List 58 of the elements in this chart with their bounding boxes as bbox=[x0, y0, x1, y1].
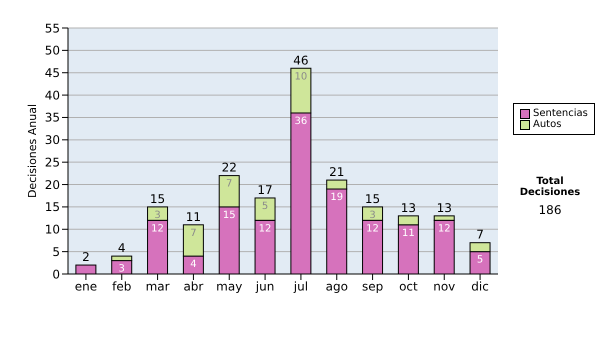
total-label: 15 bbox=[150, 192, 166, 206]
data-label: 7 bbox=[190, 228, 197, 239]
x-tick-label: ago bbox=[326, 280, 348, 294]
data-label: 3 bbox=[154, 210, 161, 221]
y-tick-label: 5 bbox=[52, 244, 60, 259]
x-tick-label: mar bbox=[146, 280, 170, 294]
legend-label: Autos bbox=[533, 119, 562, 130]
data-label: 3 bbox=[369, 210, 376, 221]
x-tick-label: jul bbox=[292, 280, 308, 294]
total-label: 2 bbox=[82, 250, 90, 264]
y-tick-label: 25 bbox=[44, 155, 60, 170]
y-tick-label: 50 bbox=[44, 44, 60, 58]
total-label: 7 bbox=[476, 228, 484, 242]
text: 186 bbox=[538, 203, 562, 217]
total-label: 17 bbox=[257, 182, 273, 197]
y-tick-label: 45 bbox=[44, 66, 60, 80]
y-tick-label: 0 bbox=[52, 267, 60, 282]
total-label: 22 bbox=[222, 160, 237, 175]
data-label: 4 bbox=[190, 259, 197, 270]
y-tick-label: 40 bbox=[44, 88, 60, 102]
data-label: 11 bbox=[402, 228, 415, 239]
total-label: 15 bbox=[364, 192, 380, 206]
y-axis-title: Decisiones Anual bbox=[26, 104, 39, 198]
total-label: 13 bbox=[400, 200, 416, 215]
total-label: 21 bbox=[329, 165, 344, 180]
y-tick-label: 10 bbox=[44, 222, 60, 237]
total-label: 13 bbox=[436, 200, 452, 215]
x-tick-label: oct bbox=[399, 280, 418, 294]
y-tick-label: 30 bbox=[44, 133, 60, 148]
x-tick-label: dic bbox=[471, 280, 489, 294]
x-tick-label: may bbox=[216, 280, 242, 294]
data-label: 36 bbox=[294, 116, 308, 127]
y-tick-label: 55 bbox=[44, 21, 60, 36]
x-tick-label: jun bbox=[254, 280, 274, 294]
data-label: 7 bbox=[226, 178, 232, 190]
data-label: 12 bbox=[151, 223, 164, 234]
data-label: 12 bbox=[258, 223, 272, 234]
y-tick-label: 20 bbox=[44, 178, 60, 192]
x-tick-label: feb bbox=[112, 280, 132, 294]
data-label: 3 bbox=[118, 264, 125, 275]
data-label: 12 bbox=[366, 223, 379, 234]
x-tick-label: ene bbox=[74, 280, 98, 294]
total-label: 4 bbox=[118, 241, 126, 256]
total-label: 11 bbox=[186, 210, 202, 224]
legend-label: Sentencias bbox=[533, 108, 588, 119]
total-label: 46 bbox=[293, 53, 309, 68]
data-label: 10 bbox=[294, 71, 308, 82]
data-label: 15 bbox=[222, 210, 236, 221]
data-label: 12 bbox=[438, 223, 451, 234]
data-label: 19 bbox=[330, 192, 344, 204]
data-label: 5 bbox=[476, 254, 484, 266]
y-tick-label: 35 bbox=[44, 110, 60, 125]
x-tick-label: sep bbox=[362, 280, 384, 294]
x-tick-label: abr bbox=[183, 280, 204, 294]
y-tick-label: 15 bbox=[44, 200, 60, 214]
data-label: 5 bbox=[262, 200, 268, 212]
text: Total Decisiones bbox=[518, 176, 582, 198]
x-tick-label: nov bbox=[433, 280, 456, 294]
